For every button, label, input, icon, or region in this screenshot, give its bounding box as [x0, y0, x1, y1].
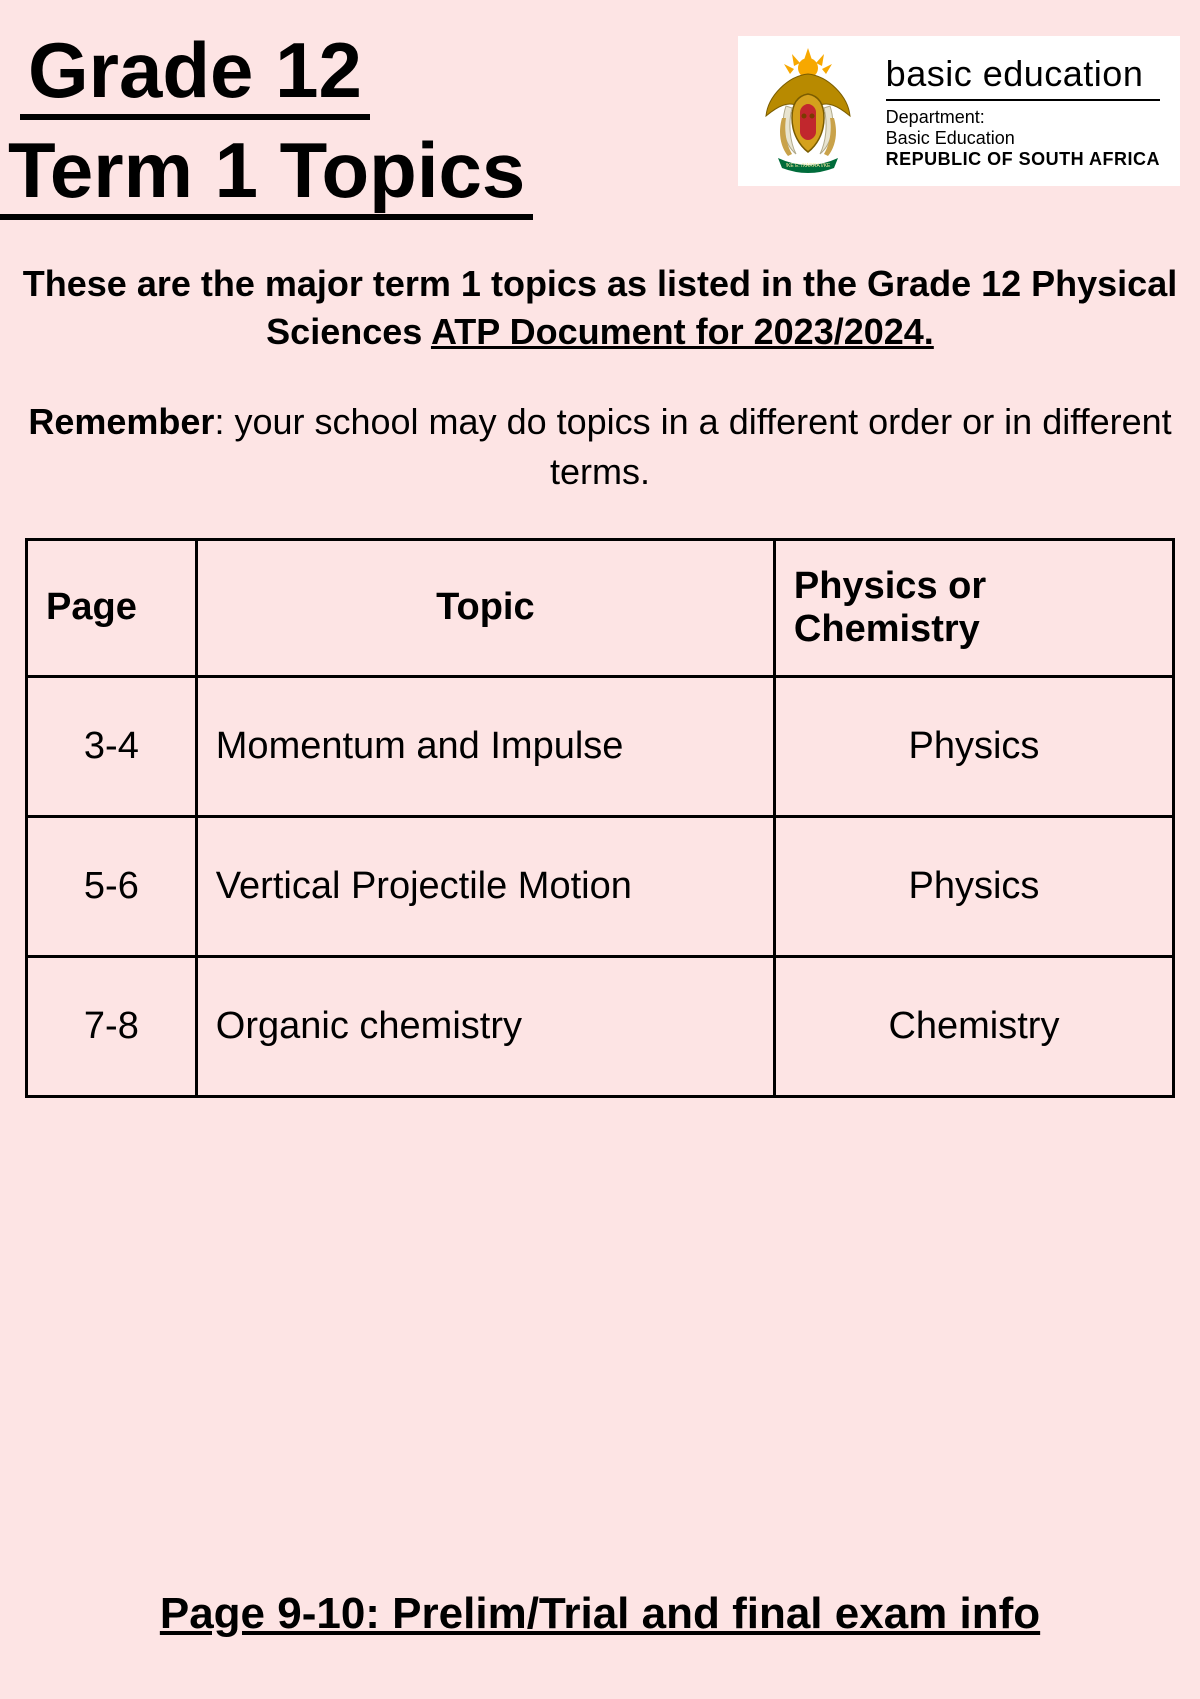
col-header-topic: Topic	[196, 539, 774, 676]
col-header-page: Page	[27, 539, 197, 676]
cell-topic: Organic chemistry	[196, 956, 774, 1096]
remember-text: : your school may do topics in a differe…	[214, 401, 1171, 492]
logo-card: !KE E: /XARRA //KE basic education Depar…	[738, 36, 1180, 186]
cell-page: 5-6	[27, 816, 197, 956]
header-row: Grade 12 Term 1 Topics	[20, 30, 1180, 230]
remember-label: Remember	[28, 401, 214, 442]
cell-topic: Momentum and Impulse	[196, 676, 774, 816]
logo-main-text: basic education	[886, 53, 1160, 101]
col-header-subject: Physics or Chemistry	[774, 539, 1173, 676]
svg-text:!KE E: /XARRA //KE: !KE E: /XARRA //KE	[785, 163, 830, 169]
intro-paragraph: These are the major term 1 topics as lis…	[20, 260, 1180, 357]
cell-subject: Physics	[774, 816, 1173, 956]
logo-department-name: Basic Education	[886, 128, 1160, 149]
table-body: 3-4 Momentum and Impulse Physics 5-6 Ver…	[27, 676, 1174, 1096]
logo-country: REPUBLIC OF SOUTH AFRICA	[886, 149, 1160, 170]
coat-of-arms-icon: !KE E: /XARRA //KE	[748, 46, 868, 176]
table-row: 5-6 Vertical Projectile Motion Physics	[27, 816, 1174, 956]
title-line-1: Grade 12	[20, 30, 370, 120]
remember-paragraph: Remember: your school may do topics in a…	[20, 397, 1180, 498]
table-header-row: Page Topic Physics or Chemistry	[27, 539, 1174, 676]
title-block: Grade 12 Term 1 Topics	[20, 30, 533, 230]
table-row: 3-4 Momentum and Impulse Physics	[27, 676, 1174, 816]
footer-link: Page 9-10: Prelim/Trial and final exam i…	[0, 1589, 1200, 1639]
cell-topic: Vertical Projectile Motion	[196, 816, 774, 956]
cell-page: 7-8	[27, 956, 197, 1096]
intro-underlined: ATP Document for 2023/2024.	[431, 311, 934, 352]
topics-table: Page Topic Physics or Chemistry 3-4 Mome…	[25, 538, 1175, 1098]
logo-department-label: Department:	[886, 107, 1160, 128]
cell-page: 3-4	[27, 676, 197, 816]
logo-text-block: basic education Department: Basic Educat…	[886, 53, 1160, 170]
cell-subject: Physics	[774, 676, 1173, 816]
cell-subject: Chemistry	[774, 956, 1173, 1096]
table-row: 7-8 Organic chemistry Chemistry	[27, 956, 1174, 1096]
title-line-2: Term 1 Topics	[0, 130, 533, 220]
